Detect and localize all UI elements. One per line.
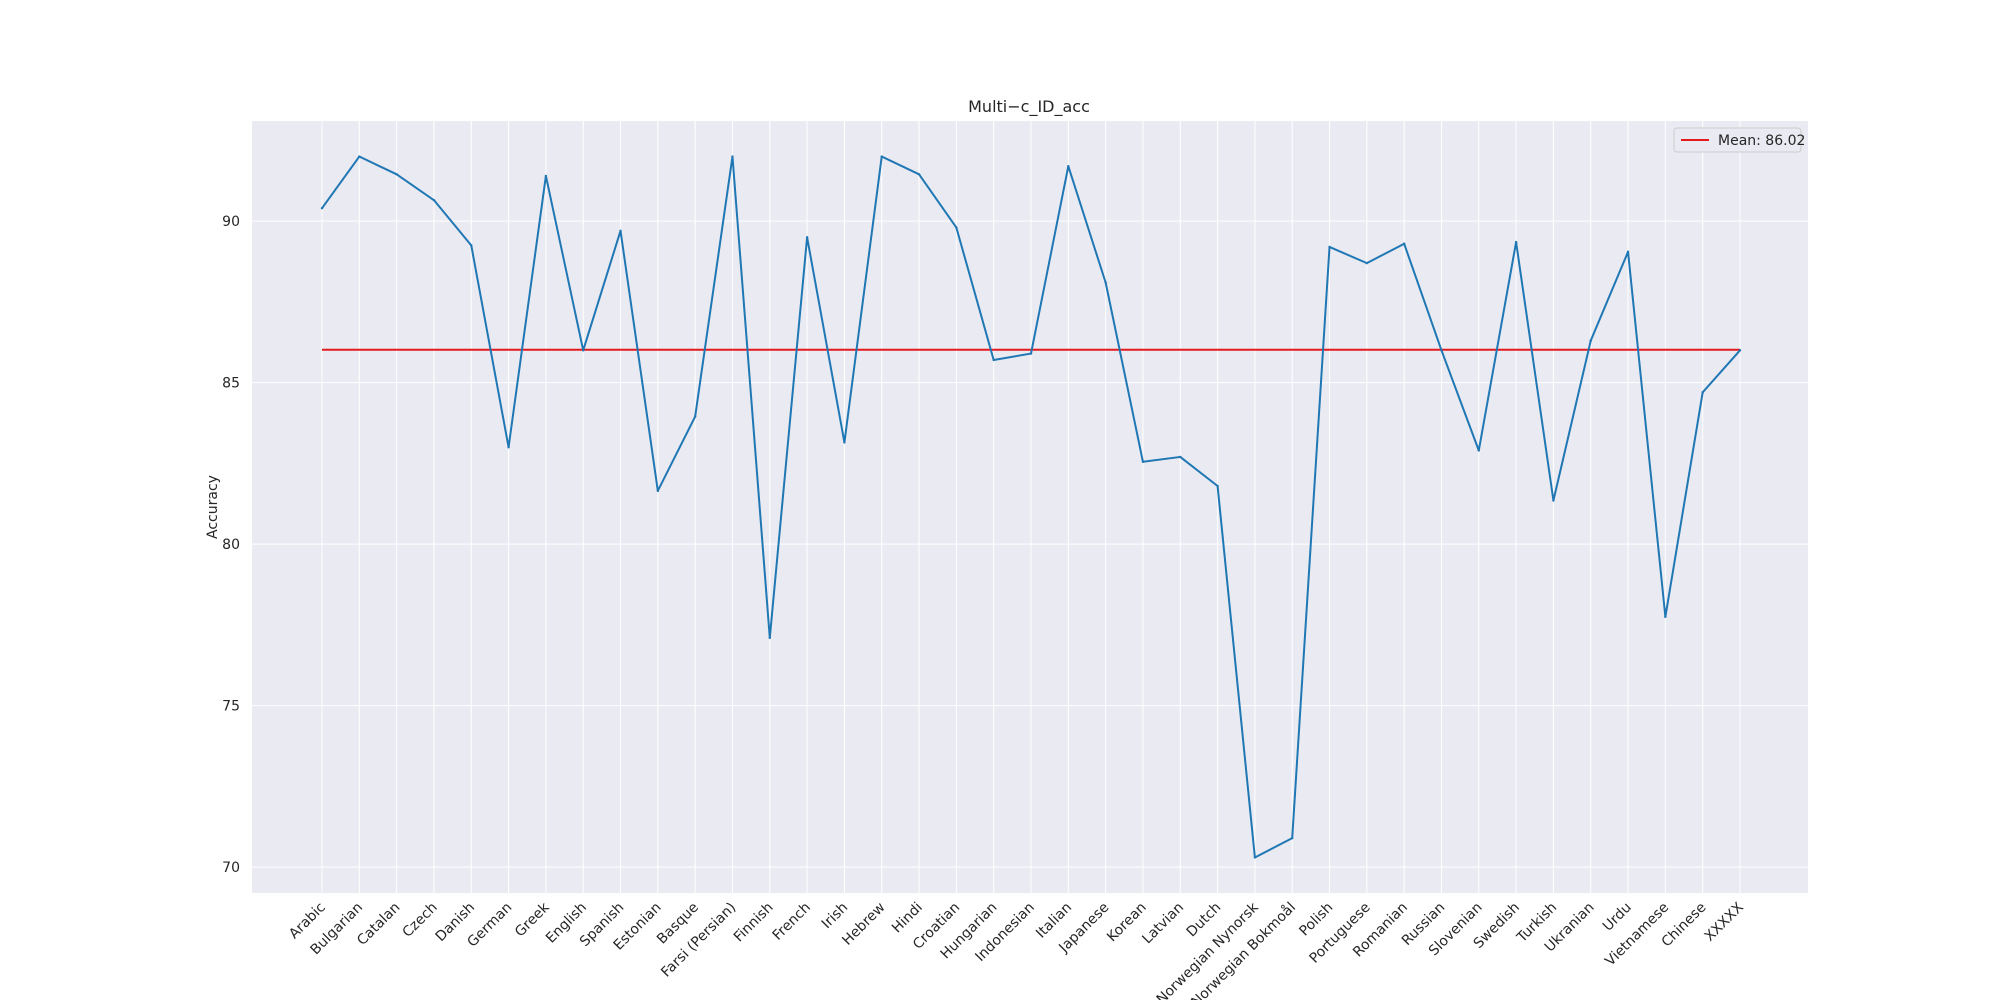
x-tick-label: French: [770, 900, 814, 944]
data-point: [1514, 240, 1518, 244]
x-tick-label: XXXXX: [1702, 899, 1748, 945]
data-point: [1477, 449, 1480, 452]
data-point: [1440, 349, 1443, 352]
data-point: [656, 489, 660, 493]
data-point: [992, 358, 995, 362]
data-point: [1701, 391, 1704, 394]
data-point: [1104, 281, 1107, 284]
data-point: [1738, 349, 1742, 352]
y-tick-label: 75: [222, 699, 240, 715]
data-point: [1216, 484, 1219, 488]
data-point: [805, 236, 809, 239]
data-point: [544, 174, 548, 178]
data-point: [1141, 460, 1145, 463]
legend: Mean: 86.02: [1673, 127, 1805, 153]
data-point: [1253, 856, 1257, 859]
y-tick-label: 70: [222, 860, 240, 876]
x-tick-label: Latvian: [1139, 900, 1187, 948]
data-point: [1328, 245, 1331, 249]
y-tick-label: 90: [222, 214, 240, 230]
data-point: [320, 207, 324, 210]
y-axis-ticks: 70 75 80 85 90: [222, 214, 240, 876]
data-point: [582, 349, 585, 352]
data-point: [395, 173, 398, 176]
legend-box: [1673, 127, 1802, 153]
x-tick-label: Finnish: [731, 900, 777, 946]
data-point: [1402, 242, 1406, 245]
x-tick-label: Irish: [819, 900, 851, 932]
data-point: [1067, 165, 1070, 168]
data-point: [768, 636, 771, 640]
data-point: [1291, 836, 1294, 840]
data-point: [1029, 352, 1033, 355]
data-point: [1626, 250, 1630, 254]
data-point: [1552, 499, 1555, 502]
chart-title: Multi−c_ID_acc: [968, 97, 1090, 117]
grid: [252, 121, 1808, 893]
data-point: [880, 155, 883, 158]
data-point: [693, 415, 697, 418]
data-point: [1179, 455, 1182, 459]
legend-label-mean: Mean: 86.02: [1718, 133, 1805, 149]
x-axis-ticks: ArabicBulgarianCatalanCzechDanishGermanG…: [286, 899, 1747, 1000]
x-tick-label: Urdu: [1600, 900, 1635, 935]
data-point: [1664, 615, 1667, 619]
y-tick-label: 85: [222, 376, 240, 392]
data-point: [731, 155, 734, 158]
plot-area: [252, 121, 1808, 893]
data-point: [619, 229, 622, 233]
series-group: [320, 155, 1742, 859]
data-point: [917, 173, 921, 176]
data-point: [955, 226, 958, 229]
data-point: [432, 198, 436, 202]
y-axis-label: Accuracy: [205, 475, 221, 539]
data-point: [358, 155, 361, 158]
data-point: [843, 441, 846, 444]
data-point: [1589, 339, 1592, 342]
data-point: [470, 244, 473, 247]
data-point: [507, 446, 510, 449]
y-tick-label: 80: [222, 537, 240, 553]
data-point: [1365, 261, 1369, 265]
